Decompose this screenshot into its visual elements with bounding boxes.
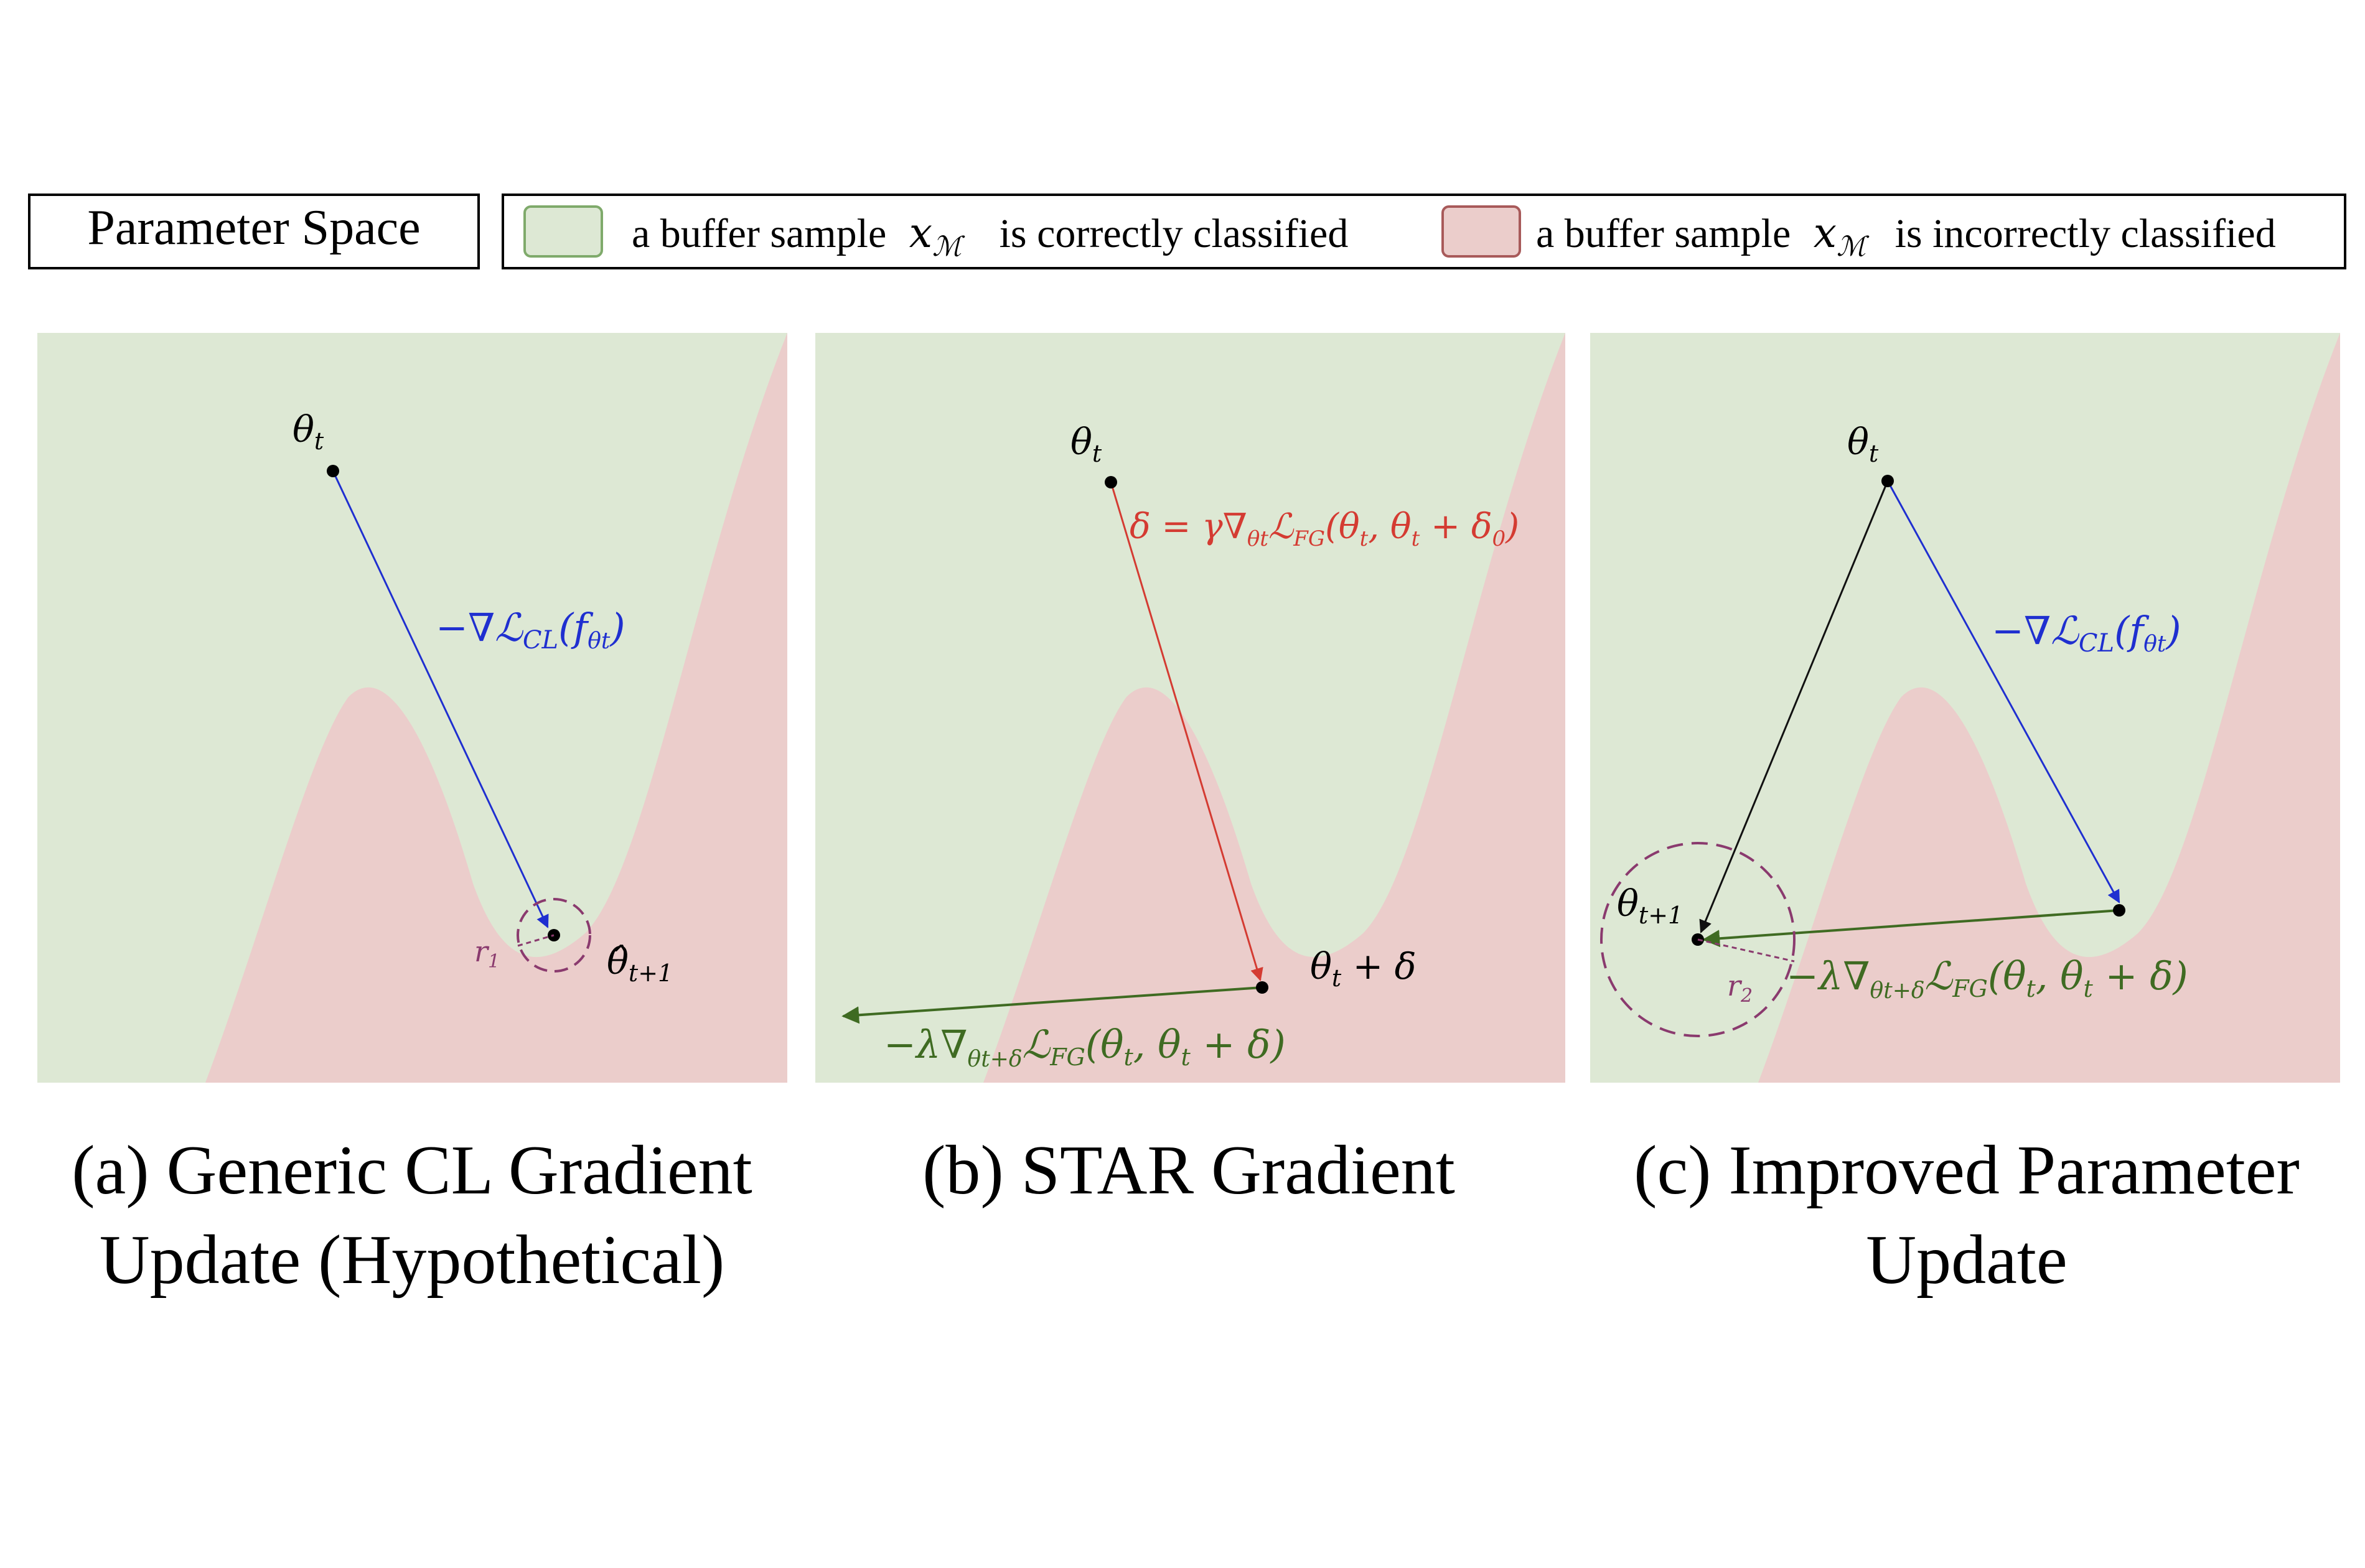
- panel-c-radius-circle: [1600, 842, 1796, 1037]
- panel-a-caption-line1: (a) Generic CL Gradient: [72, 1132, 752, 1209]
- panel-b: θt δ = γ∇θtℒFG(θt, θt + δ0) θt + δ −λ∇θt…: [815, 333, 1565, 1209]
- panel-b-fg-label: −λ∇θt+δℒFG(θt, θt + δ): [884, 1022, 1286, 1072]
- panel-c-gradient-end-point: [2113, 904, 2125, 917]
- panel-a-caption-line2: Update (Hypothetical): [100, 1221, 725, 1299]
- panel-c-caption-line2: Update: [1866, 1221, 2067, 1299]
- panel-a: θt −∇ℒCL(fθt) r1 θ̂t+1 (a) Generic CL Gr…: [37, 333, 787, 1299]
- panel-a-radius-circle: [517, 898, 591, 973]
- panel-a-incorrect-region: [205, 333, 787, 1083]
- panel-c-incorrect-region: [1758, 333, 2340, 1083]
- parameter-space-box: [28, 194, 480, 269]
- incorrect-legend-text: a buffer sample xℳ is incorrectly classi…: [1536, 209, 2276, 265]
- panel-c-fg-label: −λ∇θt+δℒFG(θt, θt + δ): [1786, 953, 2188, 1004]
- panel-a-theta-t-point: [327, 465, 339, 477]
- panel-c-radius-label: r2: [1727, 969, 1753, 1007]
- panel-c-theta-next-label: θt+1: [1617, 882, 1683, 929]
- parameter-space-label: Parameter Space: [87, 200, 420, 255]
- panel-b-theta-delta-label: θt + δ: [1310, 945, 1417, 992]
- panel-b-theta-delta-point: [1256, 981, 1268, 994]
- panel-c-theta-t-point: [1881, 475, 1894, 487]
- panel-c-theta-t-label: θt: [1847, 421, 1879, 467]
- panel-a-radius-label: r1: [474, 935, 500, 973]
- panel-c-update-arrow: [1699, 480, 1889, 933]
- panel-a-radius-line: [517, 934, 555, 947]
- panel-a-theta-t-label: θt: [293, 408, 324, 455]
- panel-a-theta-hat-label: θ̂t+1: [607, 940, 673, 987]
- legend: Parameter Space a buffer sample xℳ is co…: [28, 194, 2346, 269]
- panel-b-caption-line1: (b) STAR Gradient: [922, 1132, 1455, 1209]
- panel-b-fg-arrow: [841, 986, 1263, 1024]
- correct-swatch: [523, 205, 603, 258]
- panel-c-fg-arrow: [1702, 909, 2120, 948]
- correct-legend-text: a buffer sample xℳ is correctly classifi…: [632, 209, 1348, 265]
- panel-c-caption-line1: (c) Improved Parameter: [1634, 1132, 2300, 1209]
- panel-b-incorrect-region: [983, 333, 1565, 1083]
- panel-c-gradient-label: −∇ℒCL(fθt): [1992, 608, 2181, 658]
- legend-box: [502, 194, 2346, 269]
- panel-b-delta-arrow: [1110, 482, 1263, 982]
- panel-b-theta-t-point: [1105, 476, 1117, 488]
- incorrect-swatch: [1441, 205, 1521, 258]
- panel-c-gradient-arrow: [1886, 480, 2120, 903]
- panel-c-radius-line: [1697, 938, 1795, 963]
- panel-c: θt −∇ℒCL(fθt) θt+1 r2 −λ∇θt+δℒFG(θt, θt …: [1590, 333, 2340, 1299]
- panel-a-gradient-label: −∇ℒCL(fθt): [436, 605, 625, 655]
- panel-b-delta-label: δ = γ∇θtℒFG(θt, θt + δ0): [1130, 506, 1519, 551]
- panel-b-theta-t-label: θt: [1070, 421, 1102, 467]
- panel-a-gradient-arrow: [332, 470, 549, 928]
